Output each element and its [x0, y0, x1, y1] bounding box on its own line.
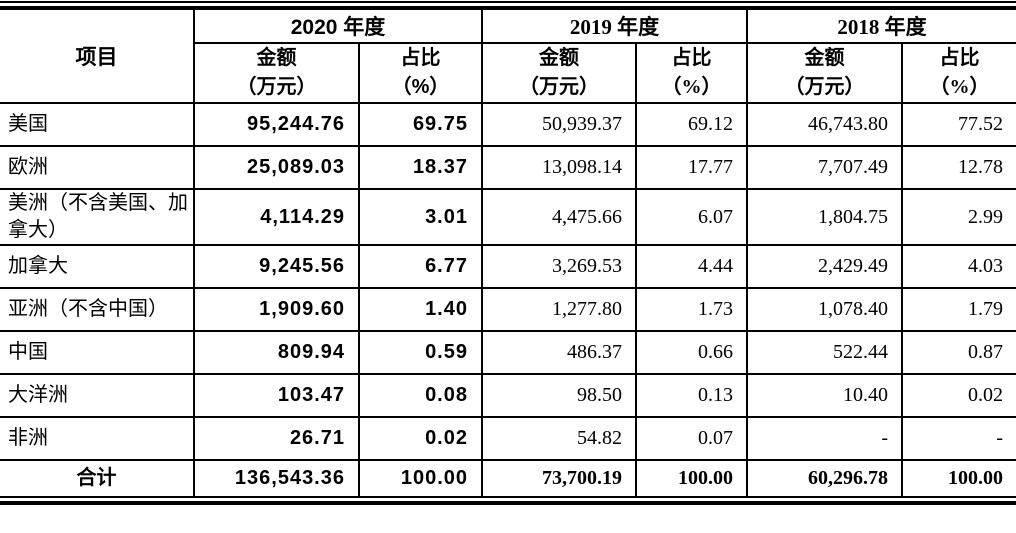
- cell-value: 2,429.49: [746, 244, 903, 289]
- cell-value: 809.94: [193, 330, 360, 375]
- cell-value: 103.47: [193, 373, 360, 418]
- row-label: 美国: [0, 102, 195, 147]
- cell-value: 4,475.66: [481, 188, 637, 246]
- table-row: 中国 809.94 0.59 486.37 0.66 522.44 0.87: [0, 330, 1016, 375]
- cell-value: 12.78: [901, 145, 1016, 190]
- cell-value: 77.52: [901, 102, 1016, 147]
- header-amount-2020: 金额 （万元）: [193, 42, 360, 104]
- cell-value: 100.00: [901, 459, 1016, 498]
- cell-value: 69.75: [358, 102, 483, 147]
- row-label: 欧洲: [0, 145, 195, 190]
- bottom-thick-rule: [0, 501, 1016, 505]
- table-row: 亚洲（不含中国） 1,909.60 1.40 1,277.80 1.73 1,078.40…: [0, 287, 1016, 332]
- row-label: 美洲（不含美国、加拿大）: [0, 188, 195, 246]
- cell-value: 18.37: [358, 145, 483, 190]
- cell-value: 98.50: [481, 373, 637, 418]
- cell-value: 4,114.29: [193, 188, 360, 246]
- header-year-2018: 2018 年度: [746, 7, 1016, 44]
- header-ratio-2020: 占比 （%）: [358, 42, 483, 104]
- header-item: 项目: [0, 7, 195, 104]
- cell-value: -: [901, 416, 1016, 461]
- header-year-2020: 2020 年度: [193, 7, 483, 44]
- cell-value: 1.79: [901, 287, 1016, 332]
- header-year-2019: 2019 年度: [481, 7, 748, 44]
- header-amount-2019: 金额 （万元）: [481, 42, 637, 104]
- cell-value: 7,707.49: [746, 145, 903, 190]
- header-ratio-2019: 占比 （%）: [635, 42, 748, 104]
- total-row: 合计 136,543.36 100.00 73,700.19 100.00 60,296.…: [0, 459, 1016, 498]
- cell-value: 60,296.78: [746, 459, 903, 498]
- row-label: 非洲: [0, 416, 195, 461]
- cell-value: 13,098.14: [481, 145, 637, 190]
- row-label: 加拿大: [0, 244, 195, 289]
- cell-value: 0.59: [358, 330, 483, 375]
- cell-value: 2.99: [901, 188, 1016, 246]
- table-body: 美国 95,244.76 69.75 50,939.37 69.12 46,743.80 7…: [0, 102, 1016, 498]
- cell-value: 50,939.37: [481, 102, 637, 147]
- cell-value: 100.00: [635, 459, 748, 498]
- header-ratio-2018: 占比 （%）: [901, 42, 1016, 104]
- cell-value: 0.87: [901, 330, 1016, 375]
- regional-revenue-table: 项目 2020 年度 2019 年度 2018 年度 金额 （万元） 占比 （%…: [0, 6, 1016, 498]
- cell-value: 6.77: [358, 244, 483, 289]
- cell-value: 46,743.80: [746, 102, 903, 147]
- header-sub-row: 金额 （万元） 占比 （%） 金额 （万元） 占比 （%） 金额 （万元） 占比…: [0, 42, 1016, 104]
- row-label: 中国: [0, 330, 195, 375]
- table-row: 加拿大 9,245.56 6.77 3,269.53 4.44 2,429.49 4.03: [0, 244, 1016, 289]
- table-row: 欧洲 25,089.03 18.37 13,098.14 17.77 7,707.49 12…: [0, 145, 1016, 190]
- cell-value: 69.12: [635, 102, 748, 147]
- cell-value: 1.40: [358, 287, 483, 332]
- cell-value: 9,245.56: [193, 244, 360, 289]
- cell-value: 10.40: [746, 373, 903, 418]
- row-label: 亚洲（不含中国）: [0, 287, 195, 332]
- cell-value: 0.08: [358, 373, 483, 418]
- header-year-row: 项目 2020 年度 2019 年度 2018 年度: [0, 7, 1016, 104]
- cell-value: 25,089.03: [193, 145, 360, 190]
- cell-value: 1.73: [635, 287, 748, 332]
- cell-value: 6.07: [635, 188, 748, 246]
- cell-value: 1,078.40: [746, 287, 903, 332]
- cell-value: -: [746, 416, 903, 461]
- cell-value: 100.00: [358, 459, 483, 498]
- cell-value: 0.07: [635, 416, 748, 461]
- cell-value: 26.71: [193, 416, 360, 461]
- cell-value: 0.02: [901, 373, 1016, 418]
- cell-value: 0.66: [635, 330, 748, 375]
- table-row: 美洲（不含美国、加拿大） 4,114.29 3.01 4,475.66 6.07 1,80…: [0, 188, 1016, 246]
- cell-value: 73,700.19: [481, 459, 637, 498]
- header-amount-2018: 金额 （万元）: [746, 42, 903, 104]
- cell-value: 0.13: [635, 373, 748, 418]
- cell-value: 4.03: [901, 244, 1016, 289]
- cell-value: 4.44: [635, 244, 748, 289]
- cell-value: 522.44: [746, 330, 903, 375]
- cell-value: 95,244.76: [193, 102, 360, 147]
- table-row: 非洲 26.71 0.02 54.82 0.07- -: [0, 416, 1016, 461]
- row-label: 大洋洲: [0, 373, 195, 418]
- cell-value: 1,909.60: [193, 287, 360, 332]
- cell-value: 486.37: [481, 330, 637, 375]
- top-thin-rule: [0, 1, 1016, 3]
- cell-value: 3,269.53: [481, 244, 637, 289]
- total-label: 合计: [0, 459, 195, 498]
- cell-value: 54.82: [481, 416, 637, 461]
- cell-value: 1,804.75: [746, 188, 903, 246]
- cell-value: 3.01: [358, 188, 483, 246]
- cell-value: 1,277.80: [481, 287, 637, 332]
- table-row: 美国 95,244.76 69.75 50,939.37 69.12 46,743.80 7…: [0, 102, 1016, 147]
- cell-value: 0.02: [358, 416, 483, 461]
- cell-value: 17.77: [635, 145, 748, 190]
- table-row: 大洋洲 103.47 0.08 98.50 0.13 10.40 0.02: [0, 373, 1016, 418]
- cell-value: 136,543.36: [193, 459, 360, 498]
